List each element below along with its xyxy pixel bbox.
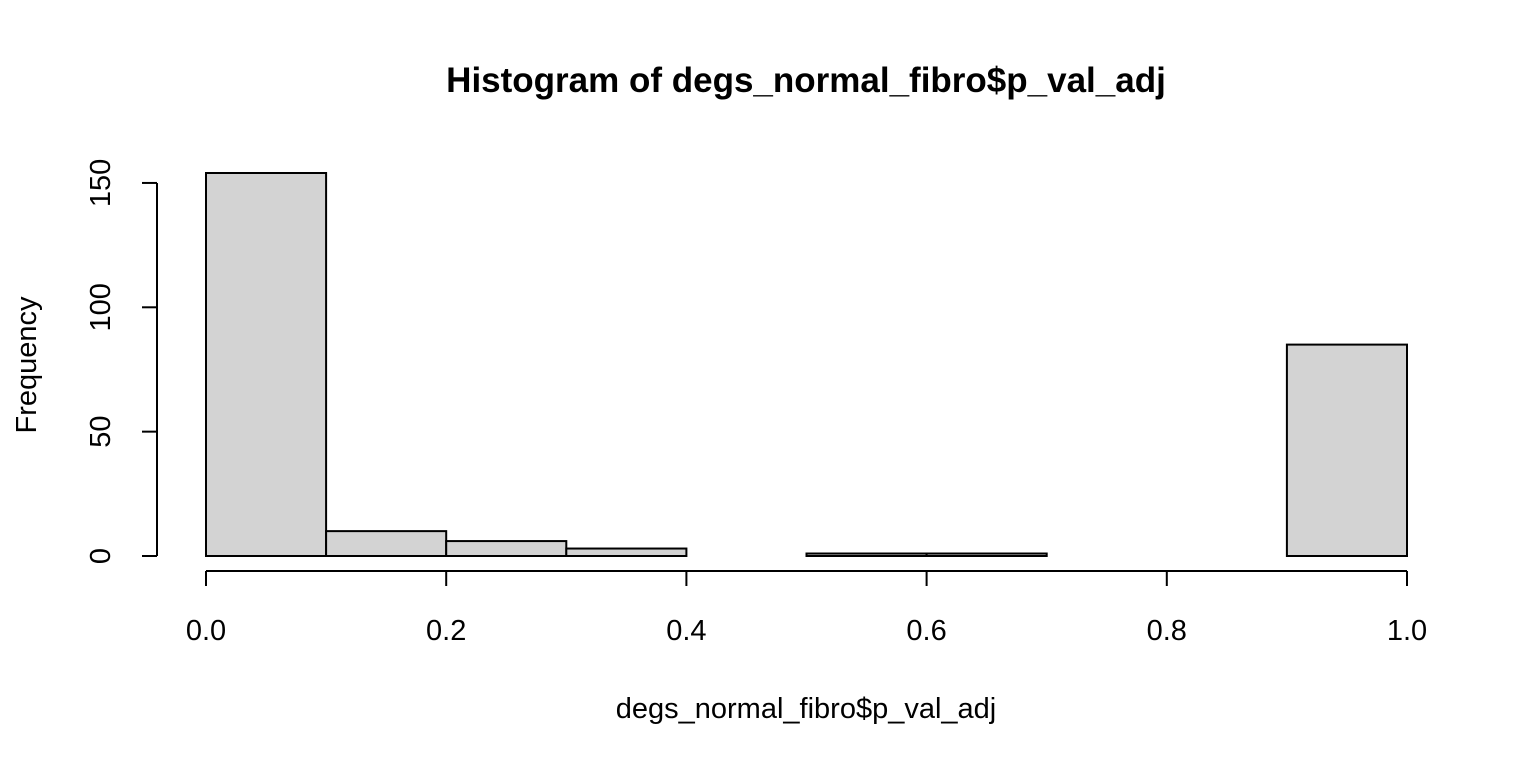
- y-axis: 0 50 100 150: [85, 159, 158, 564]
- histogram-bar-4: [565, 547, 688, 557]
- histogram-bar-2: [325, 530, 448, 558]
- histogram-bar-7: [925, 552, 1048, 558]
- y-tick-label: 0: [85, 548, 117, 564]
- x-axis-label: degs_normal_fibro$p_val_adj: [616, 693, 996, 725]
- bars-group: [205, 172, 1409, 558]
- x-tick-label: 0.6: [906, 615, 946, 647]
- x-tick-label: 0.8: [1147, 615, 1187, 647]
- histogram-bar-6: [805, 552, 928, 558]
- chart-title: Histogram of degs_normal_fibro$p_val_adj: [446, 61, 1166, 100]
- x-axis: 0.0 0.2 0.4 0.6 0.8 1.0: [186, 570, 1427, 647]
- y-tick-label: 150: [85, 159, 117, 207]
- x-tick-label: 1.0: [1387, 615, 1427, 647]
- x-tick-label: 0.4: [666, 615, 706, 647]
- y-tick-label: 50: [85, 416, 117, 448]
- histogram-bar-3: [445, 540, 568, 558]
- y-axis-label: Frequency: [11, 296, 43, 434]
- x-tick-label: 0.2: [426, 615, 466, 647]
- x-tick-label: 0.0: [186, 615, 226, 647]
- histogram-bar-10: [1285, 343, 1409, 557]
- histogram-bar-1: [205, 172, 328, 557]
- y-tick-label: 100: [85, 283, 117, 331]
